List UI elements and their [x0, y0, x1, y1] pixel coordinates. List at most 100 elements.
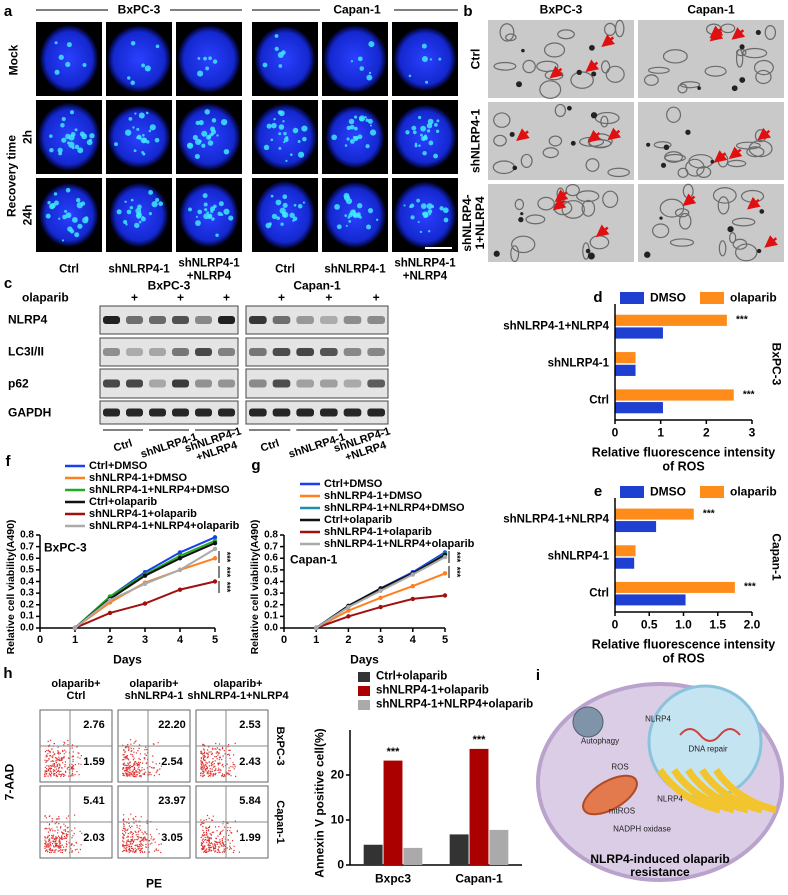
- significance: ***: [221, 551, 232, 563]
- foci: [344, 144, 348, 147]
- foci: [375, 218, 379, 222]
- foci: [343, 192, 350, 199]
- organelle: [663, 153, 686, 162]
- bar: [469, 748, 489, 865]
- bar: [363, 844, 383, 865]
- legend-label: shNLRP4-1+NLRP4+DMSO: [324, 501, 465, 514]
- label: Mock: [6, 44, 21, 76]
- vesicle: [755, 29, 761, 36]
- foci: [58, 54, 64, 60]
- foci: [210, 132, 214, 136]
- foci: [301, 125, 308, 132]
- label: olaparib: [22, 290, 69, 305]
- organelle: [753, 59, 774, 76]
- foci: [81, 133, 88, 140]
- label: 5.41: [83, 794, 105, 807]
- label: 5.84: [239, 794, 261, 807]
- foci: [124, 129, 132, 136]
- foci: [420, 125, 427, 132]
- label: BxPC-3: [147, 278, 191, 293]
- band: [218, 408, 235, 417]
- foci: [430, 204, 435, 209]
- organelle: [505, 33, 517, 42]
- foci: [439, 206, 444, 211]
- y-tick-label: 0.5: [264, 564, 278, 576]
- foci: [188, 207, 192, 212]
- foci: [443, 207, 449, 214]
- foci: [438, 57, 442, 61]
- band: [126, 379, 143, 388]
- label: Recovery time: [4, 134, 19, 218]
- organelle: [742, 47, 768, 59]
- label: 2.43: [239, 755, 261, 768]
- series-line: [74, 548, 216, 629]
- y-tick-label: 0.8: [20, 529, 34, 541]
- series-line: [315, 572, 446, 629]
- label: 7-AAD: [2, 763, 17, 801]
- vesicle: [739, 44, 745, 50]
- foci: [60, 123, 65, 128]
- foci: [346, 137, 350, 141]
- vesicle: [731, 85, 738, 92]
- foci: [65, 212, 72, 219]
- golgi: [699, 767, 763, 814]
- band: [149, 408, 166, 417]
- foci: [86, 139, 93, 146]
- foci: [427, 230, 431, 233]
- x-tick-label: 2.0: [743, 617, 761, 632]
- foci: [197, 56, 201, 60]
- organelle: [570, 71, 594, 89]
- foci: [353, 126, 358, 131]
- foci: [278, 132, 282, 136]
- foci: [220, 118, 228, 126]
- foci: [58, 217, 61, 220]
- golgi: [671, 767, 735, 814]
- organelle: [731, 217, 756, 227]
- foci: [418, 144, 421, 147]
- label: Capan-1: [274, 800, 287, 844]
- label: BxPC-3: [274, 726, 287, 766]
- foci: [70, 131, 76, 137]
- vesicle: [710, 159, 715, 164]
- label: 2.76: [83, 718, 105, 731]
- organelle: [685, 158, 705, 177]
- organelle: [607, 167, 630, 178]
- foci: [208, 213, 213, 218]
- band: [296, 379, 314, 388]
- foci: [421, 136, 426, 142]
- vesicle: [520, 212, 524, 216]
- foci: [367, 118, 373, 124]
- point: [177, 567, 183, 573]
- band: [103, 316, 120, 324]
- foci: [210, 209, 214, 213]
- point: [410, 572, 415, 577]
- foci: [282, 120, 285, 123]
- foci: [64, 209, 68, 213]
- y-axis-title: Relative cell viability(A490): [249, 519, 262, 654]
- organelle: [510, 245, 520, 263]
- label: NADPH oxidase: [613, 824, 671, 834]
- organelle: [704, 65, 727, 77]
- x-tick-label: 0: [611, 617, 619, 632]
- legend-label: shNLRP4-1+olaparib: [376, 684, 489, 697]
- foci: [45, 213, 51, 219]
- arrow: [682, 193, 697, 207]
- category-label: Ctrl: [589, 395, 609, 408]
- foci: [348, 219, 352, 223]
- label: NLRP4: [8, 312, 48, 327]
- vesicle: [589, 44, 595, 51]
- blot: [245, 337, 389, 367]
- organelle: [679, 81, 701, 89]
- foci: [204, 208, 208, 212]
- organelle: [755, 69, 772, 85]
- foci: [427, 209, 433, 214]
- label: DNA repair: [688, 744, 728, 754]
- foci: [416, 198, 421, 203]
- foci: [351, 209, 356, 214]
- foci: [414, 142, 418, 146]
- band: [272, 408, 291, 417]
- foci: [293, 203, 297, 207]
- foci: [364, 116, 367, 119]
- foci: [368, 41, 375, 48]
- foci: [49, 203, 55, 210]
